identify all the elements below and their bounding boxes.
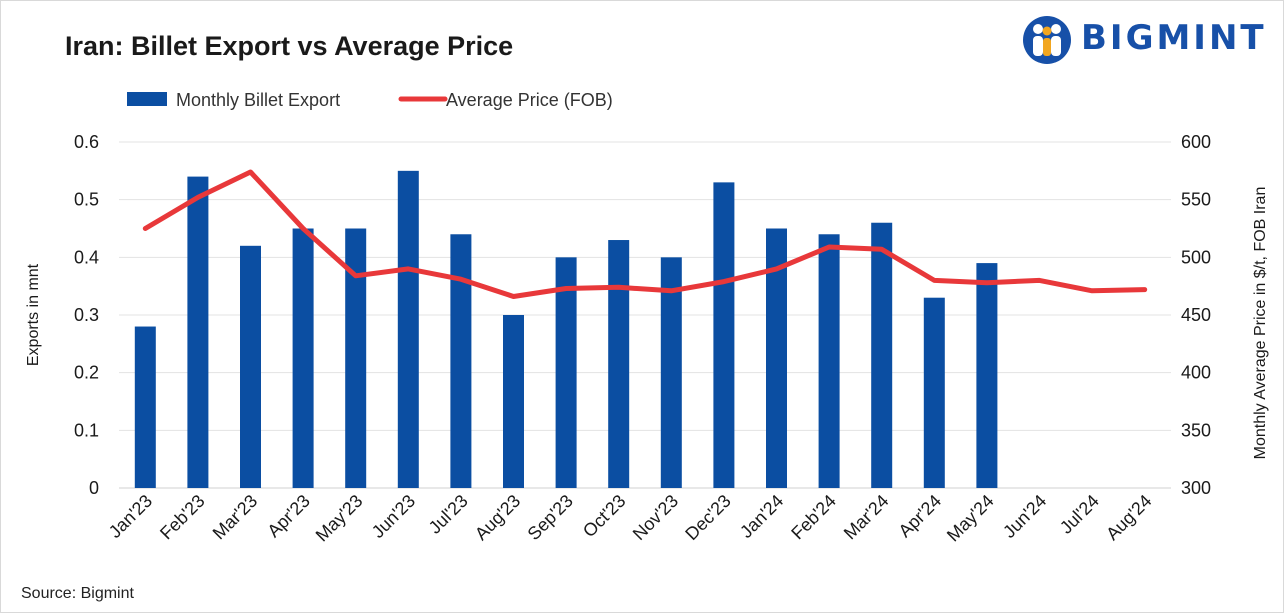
x-tick-label: Sep'23: [524, 491, 577, 544]
y-left-tick-label: 0.6: [74, 132, 99, 152]
source-note: Source: Bigmint: [21, 585, 134, 602]
bar: [976, 263, 998, 488]
chart: 0 0.1 0.2 0.3 0.4 0.5 0.6 300 350 400 450 500 550 600…: [25, 90, 1269, 546]
bar: [871, 222, 893, 488]
x-tick-label: Jan'23: [105, 491, 156, 542]
bar: [503, 315, 524, 488]
bar: [923, 297, 945, 488]
bar: [134, 326, 156, 488]
x-tick-label: Mar'24: [840, 491, 893, 544]
y-right-tick-label: 500: [1181, 247, 1211, 267]
bar: [555, 257, 577, 488]
x-tick-label: Feb'23: [156, 491, 209, 544]
bar: [660, 257, 682, 488]
bar: [397, 170, 419, 489]
x-tick-label: Aug'24: [1102, 491, 1155, 544]
bar: [713, 182, 735, 488]
y-left-tick-label: 0.3: [74, 305, 99, 325]
y-right-tick-label: 400: [1181, 363, 1211, 383]
x-tick-label: Mar'23: [209, 491, 262, 544]
x-tick-label: Apr'24: [895, 491, 946, 542]
y-left-tick-label: 0.5: [74, 190, 99, 210]
bigmint-logo: BIGMINT: [1021, 14, 1271, 66]
bar: [345, 228, 367, 488]
bar: [766, 228, 787, 488]
x-tick-label: Apr'23: [263, 491, 314, 542]
x-tick-label: May'23: [312, 491, 367, 546]
y-right-tick-label: 600: [1181, 132, 1211, 152]
bar: [292, 228, 314, 488]
y-right-tick-label: 550: [1181, 190, 1211, 210]
y-right-tick-label: 450: [1181, 305, 1211, 325]
x-tick-label: Jun'24: [999, 491, 1050, 542]
y-right-tick-label: 350: [1181, 420, 1211, 440]
price-line: [142, 169, 1148, 299]
y-left-tick-label: 0.1: [74, 420, 99, 440]
logo-text: BIGMINT: [1081, 18, 1267, 58]
chart-title: Iran: Billet Export vs Average Price: [65, 31, 514, 61]
x-tick-label: Feb'24: [787, 491, 840, 544]
x-tick-label: Oct'23: [579, 491, 630, 542]
bar: [240, 245, 261, 488]
legend-line-label: Average Price (FOB): [446, 90, 613, 110]
x-tick-label: Jan'24: [736, 491, 787, 542]
x-tick-label: Dec'23: [681, 491, 734, 544]
legend-bar-label: Monthly Billet Export: [176, 90, 340, 110]
bar: [450, 234, 472, 488]
x-tick-label: Jun'23: [368, 491, 419, 542]
legend-bar-swatch: [127, 92, 167, 106]
bar: [187, 176, 209, 488]
x-tick-label: Jul'23: [425, 491, 472, 538]
x-tick-label: Jul'24: [1056, 491, 1103, 538]
y-left-tick-label: 0.2: [74, 363, 99, 383]
bar: [608, 240, 630, 488]
y-left-axis-title: Exports in mnt: [25, 263, 42, 366]
people-icon: [1023, 16, 1071, 64]
x-tick-label: May'24: [943, 491, 998, 546]
y-left-tick-label: 0: [89, 478, 99, 498]
y-left-tick-label: 0.4: [74, 247, 99, 267]
bar: [818, 234, 840, 488]
x-tick-label: Nov'23: [629, 491, 682, 544]
y-right-tick-label: 300: [1181, 478, 1211, 498]
x-tick-label: Aug'23: [471, 491, 524, 544]
y-right-axis-title: Monthly Average Price in $/t, FOB Iran: [1252, 187, 1269, 460]
